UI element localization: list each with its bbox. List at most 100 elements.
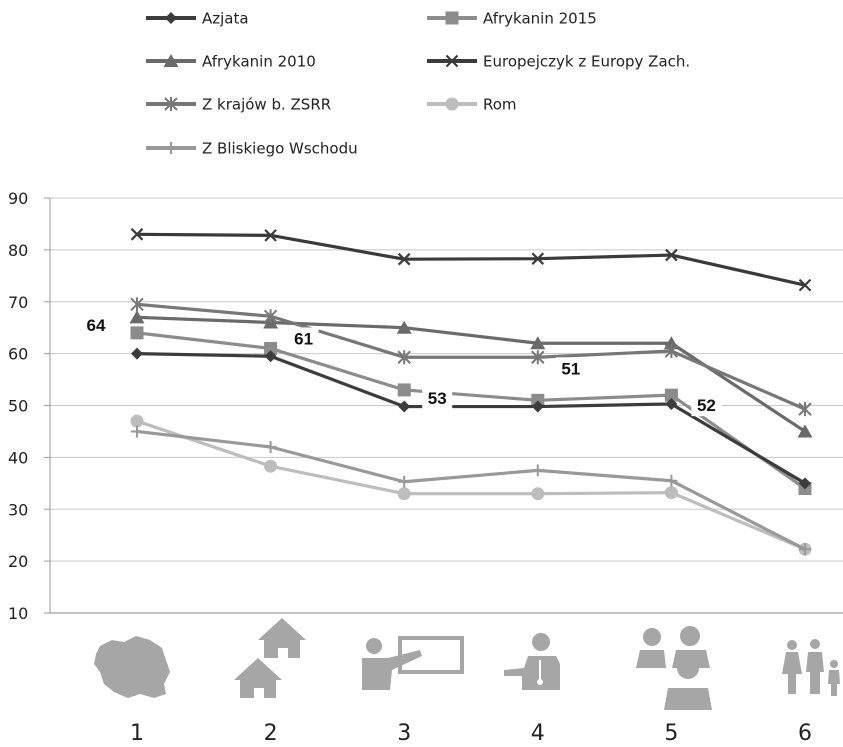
series-line <box>136 232 806 287</box>
legend-marker <box>445 54 459 68</box>
data-label-text: 53 <box>428 389 447 408</box>
legend-label: Europejczyk z Europy Zach. <box>483 53 690 71</box>
doctor-icon <box>504 633 560 690</box>
data-point <box>531 393 545 407</box>
data-point <box>398 400 411 413</box>
data-labels-layer: 64 61 53 51 52 34 <box>81 313 843 496</box>
data-point <box>130 228 144 241</box>
data-point <box>664 486 678 500</box>
y-tick-label: 10 <box>8 604 28 623</box>
data-point <box>264 341 278 355</box>
data-point <box>129 310 145 324</box>
legend-marker <box>165 12 177 24</box>
data-point <box>397 383 411 397</box>
series-line <box>136 429 806 551</box>
legend-marker <box>445 11 459 25</box>
series-azjata <box>131 347 811 490</box>
data-point <box>665 474 678 487</box>
legend-marker <box>445 97 459 111</box>
legend-label: Azjata <box>202 10 249 28</box>
y-tick-label: 90 <box>8 189 28 208</box>
data-point <box>264 350 277 363</box>
data-point <box>531 400 544 413</box>
data-point <box>665 248 678 262</box>
data-point <box>664 344 679 359</box>
data-label: 64 <box>81 313 111 336</box>
data-label-bg <box>81 313 111 336</box>
data-point <box>797 424 813 438</box>
category-icons <box>94 618 840 710</box>
data-label: 34 <box>839 473 843 496</box>
series-line <box>136 419 806 551</box>
data-point <box>530 336 546 350</box>
y-tick-label: 70 <box>8 293 28 312</box>
data-label-bg <box>839 473 843 496</box>
data-point <box>798 402 812 417</box>
data-point <box>131 425 143 438</box>
y-axis: 10 20 30 40 50 60 70 80 90 <box>8 189 51 623</box>
legend-marker <box>164 97 178 111</box>
data-point <box>396 320 412 334</box>
x-tick-label: 6 <box>798 721 812 746</box>
series-europejczyk-z-europy-zach- <box>130 228 812 292</box>
x-tick-label: 3 <box>397 721 411 746</box>
data-point <box>664 388 678 402</box>
legend-item: Azjata <box>146 10 249 28</box>
legend: Azjata Afrykanin 2015 Afrykanin 2010 Europe… <box>146 10 690 158</box>
series-layer <box>129 228 813 556</box>
data-point <box>130 297 144 312</box>
data-label-bg <box>555 357 586 380</box>
series-line <box>136 352 806 485</box>
data-label-text: 52 <box>697 396 716 415</box>
y-tick-label: 20 <box>8 552 28 571</box>
data-point <box>131 347 143 360</box>
x-tick-label: 1 <box>130 721 144 746</box>
data-point <box>531 487 545 501</box>
series-z-kraj-w-b-zsrr <box>130 297 812 417</box>
data-label: 51 <box>555 357 586 380</box>
legend-item: Afrykanin 2015 <box>427 10 597 28</box>
y-tick-label: 50 <box>8 397 28 416</box>
legend-item: Z krajów b. ZSRR <box>146 96 331 114</box>
legend-item: Z Bliskiego Wschodu <box>146 140 358 158</box>
x-tick-label: 4 <box>531 721 545 746</box>
data-point <box>799 543 811 556</box>
data-point <box>397 350 411 365</box>
legend-item: Rom <box>427 96 517 114</box>
data-point <box>397 252 411 266</box>
people-group-icon <box>636 626 712 710</box>
data-label-bg <box>288 327 319 350</box>
data-label-bg <box>691 394 722 417</box>
series-line <box>136 302 806 411</box>
series-z-bliskiego-wschodu <box>131 425 811 556</box>
data-point <box>130 326 144 340</box>
legend-item: Afrykanin 2010 <box>146 53 316 71</box>
data-point <box>397 487 411 501</box>
y-tick-label: 60 <box>8 345 28 364</box>
data-point <box>264 459 278 473</box>
data-point <box>264 441 277 453</box>
y-tick-label: 30 <box>8 500 28 519</box>
y-tick-label: 40 <box>8 448 28 467</box>
data-point <box>398 475 411 488</box>
poland-map-icon <box>94 636 170 698</box>
data-label-bg <box>422 386 453 409</box>
legend-marker <box>165 142 177 154</box>
data-point <box>531 464 544 477</box>
legend-marker <box>163 54 179 67</box>
data-label: 52 <box>691 394 722 417</box>
legend-label: Afrykanin 2015 <box>483 10 597 28</box>
houses-icon <box>234 618 306 698</box>
x-tick-label: 5 <box>664 721 678 746</box>
series-rom <box>130 414 812 556</box>
x-axis: 1 2 3 4 5 6 <box>50 612 843 746</box>
data-point <box>531 252 545 265</box>
data-label-text: 61 <box>294 329 313 348</box>
teacher-board-icon <box>362 636 464 690</box>
data-label-text: 64 <box>87 316 106 335</box>
y-tick-label: 80 <box>8 241 28 260</box>
legend-label: Afrykanin 2010 <box>202 53 316 71</box>
series-line <box>136 315 806 433</box>
data-point <box>665 397 678 410</box>
